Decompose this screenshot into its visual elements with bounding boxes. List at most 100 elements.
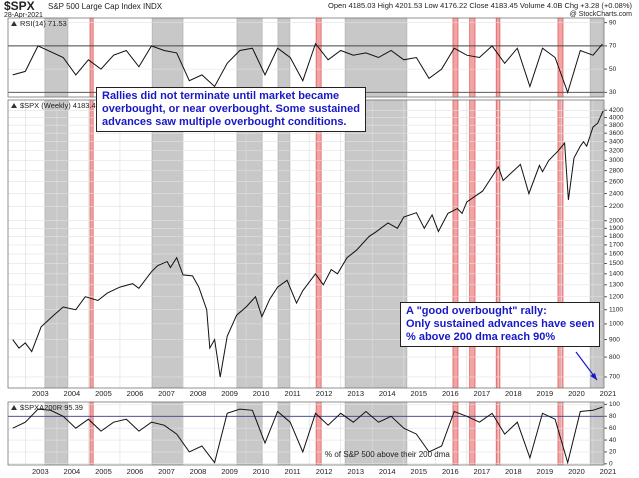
y-tick-label: 1000 [609, 321, 624, 328]
shaded-period [495, 17, 501, 98]
shaded-period [589, 17, 604, 98]
x-tick-label: 2018 [505, 389, 522, 398]
y-tick-label: 1300 [609, 282, 624, 289]
x-tick-label: 2004 [64, 467, 81, 476]
panel-bg [8, 18, 604, 97]
annotation-line: advances saw multiple overbought conditi… [102, 116, 347, 128]
y-tick-label: 3600 [609, 130, 624, 137]
x-tick-label: 2017 [473, 389, 490, 398]
series-line [12, 406, 603, 465]
shaded-period [557, 401, 564, 466]
x-tick-label: 2014 [379, 467, 396, 476]
y-tick-label: 900 [609, 336, 620, 343]
x-tick-label: 2003 [32, 389, 49, 398]
x-tick-label: 2006 [127, 467, 144, 476]
x-tick-label: 2019 [537, 467, 554, 476]
y-tick-label: 1200 [609, 293, 624, 300]
index-name: S&P 500 Large Cap Index INDX [48, 2, 163, 11]
annotation: A "good overbought" rally: Only sustaine… [400, 302, 601, 347]
x-tick-label: 2004 [64, 389, 81, 398]
series-line [12, 42, 603, 94]
y-tick-label: 90 [609, 19, 617, 26]
shaded-period [236, 17, 263, 98]
x-tick-label: 2020 [568, 467, 585, 476]
x-tick-label: 2015 [410, 467, 427, 476]
shaded-period [589, 401, 604, 466]
y-tick-label: 1100 [609, 306, 623, 313]
panel-title: $SPXA200R 95.39 [20, 403, 83, 412]
y-tick-label: 50 [609, 66, 617, 73]
shaded-period [315, 99, 322, 389]
x-tick-label: 2009 [221, 389, 238, 398]
quote: Open 4185.03 High 4201.53 Low 4176.22 Cl… [328, 1, 632, 10]
shaded-period [89, 17, 94, 98]
y-tick-label: 1400 [609, 271, 624, 278]
y-tick-label: 70 [609, 43, 617, 50]
x-tick-label: 2010 [253, 389, 270, 398]
shaded-period [557, 17, 564, 98]
x-tick-label: 2013 [347, 389, 364, 398]
y-tick-label: 4200 [609, 107, 624, 114]
shaded-period [151, 401, 184, 466]
panel-title: $SPX (Weekly) 4183.45 [20, 101, 100, 110]
y-tick-label: 1800 [609, 233, 624, 240]
x-tick-label: 2018 [505, 467, 522, 476]
source: @ StockCharts.com [570, 11, 633, 18]
y-tick-label: 100 [609, 401, 620, 408]
x-tick-label: 2021 [600, 389, 617, 398]
shaded-period [44, 99, 69, 389]
annotation-line: Rallies did not terminate until market b… [102, 90, 340, 102]
y-tick-label: 2400 [609, 190, 624, 197]
y-tick-label: 1900 [609, 225, 624, 232]
y-tick-label: 1700 [609, 242, 624, 249]
annotation: Rallies did not terminate until market b… [96, 87, 366, 132]
x-tick-label: 2011 [285, 467, 301, 476]
date: 28-Apr-2021 [4, 12, 43, 19]
y-tick-label: 2200 [609, 203, 624, 210]
legend-marker [11, 21, 17, 26]
panel-subtitle: % of S&P 500 above their 200 dma [325, 450, 450, 459]
shaded-period [344, 99, 408, 389]
annotation-line: % above 200 dma reach 90% [406, 331, 556, 343]
shaded-period [495, 401, 501, 466]
arrow-head [590, 373, 597, 380]
panel-bg [8, 402, 604, 465]
x-tick-label: 2005 [95, 467, 112, 476]
y-tick-label: 60 [609, 425, 617, 432]
x-tick-label: 2020 [568, 389, 585, 398]
x-tick-label: 2012 [316, 389, 333, 398]
x-tick-label: 2006 [127, 389, 144, 398]
x-tick-label: 2005 [95, 389, 112, 398]
shaded-period [44, 17, 69, 98]
shaded-period [344, 401, 408, 466]
x-tick-label: 2011 [285, 389, 301, 398]
annotation-line: overbought, or near overbought. Some sus… [102, 103, 360, 115]
shaded-period [469, 17, 476, 98]
shaded-period [151, 17, 184, 98]
shaded-period [469, 401, 476, 466]
shaded-period [315, 401, 322, 466]
x-tick-label: 2019 [537, 389, 554, 398]
x-tick-label: 2012 [316, 467, 333, 476]
x-tick-label: 2017 [473, 467, 490, 476]
shaded-period [236, 99, 263, 389]
x-tick-label: 2010 [253, 467, 270, 476]
y-tick-label: 0 [609, 461, 613, 468]
shaded-period [277, 99, 291, 389]
y-tick-label: 2000 [609, 217, 624, 224]
y-tick-label: 20 [609, 449, 617, 456]
y-tick-label: 2800 [609, 167, 624, 174]
shaded-period [151, 99, 184, 389]
shaded-period [315, 17, 322, 98]
shaded-period [236, 401, 263, 466]
shaded-period [452, 17, 459, 98]
legend-marker [11, 103, 17, 108]
y-tick-label: 40 [609, 437, 617, 444]
y-tick-label: 2600 [609, 178, 624, 185]
panel-frame [7, 401, 605, 466]
shaded-period [277, 17, 291, 98]
x-tick-label: 2015 [410, 389, 427, 398]
